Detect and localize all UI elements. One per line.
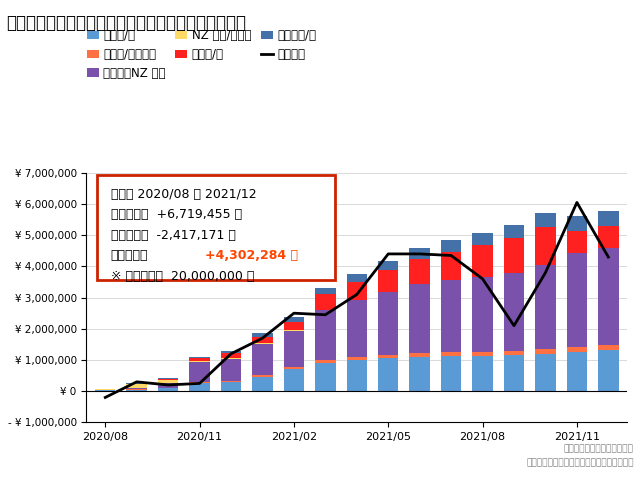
Bar bbox=[158, 383, 179, 388]
Bar bbox=[598, 211, 618, 226]
Text: +4,302,284 円: +4,302,284 円 bbox=[205, 249, 298, 262]
Bar bbox=[221, 351, 241, 353]
Bar bbox=[189, 384, 210, 391]
Bar bbox=[127, 390, 147, 391]
Bar bbox=[504, 273, 524, 351]
Bar bbox=[284, 370, 304, 391]
Bar bbox=[284, 331, 304, 367]
Bar bbox=[347, 274, 367, 282]
Bar bbox=[441, 352, 461, 356]
Bar bbox=[158, 381, 179, 383]
Bar bbox=[598, 345, 618, 350]
Bar bbox=[472, 351, 493, 356]
Bar bbox=[504, 355, 524, 391]
Bar bbox=[378, 292, 399, 355]
Bar bbox=[252, 343, 273, 344]
Bar bbox=[158, 379, 179, 381]
Bar bbox=[566, 253, 587, 347]
Bar bbox=[472, 276, 493, 351]
Bar bbox=[189, 383, 210, 384]
Bar bbox=[158, 378, 179, 379]
Bar bbox=[347, 357, 367, 360]
Bar bbox=[504, 225, 524, 239]
Legend: 米ドル/円, ユーロ/英ポンド, 豪ドル／NZ ドル, NZ ドル/米ドル, 加ドル/円, 英ポンド/円, 合計損益: 米ドル/円, ユーロ/英ポンド, 豪ドル／NZ ドル, NZ ドル/米ドル, 加… bbox=[87, 29, 316, 80]
FancyBboxPatch shape bbox=[97, 175, 335, 280]
Bar bbox=[315, 310, 335, 360]
Bar bbox=[410, 353, 430, 357]
Bar bbox=[252, 375, 273, 377]
Bar bbox=[284, 322, 304, 330]
Bar bbox=[95, 390, 115, 391]
Bar bbox=[378, 261, 399, 270]
Bar bbox=[347, 300, 367, 357]
Bar bbox=[221, 353, 241, 358]
Bar bbox=[566, 216, 587, 231]
Text: 評価損益：  -2,417,171 円: 評価損益： -2,417,171 円 bbox=[111, 228, 236, 242]
Bar bbox=[315, 288, 335, 294]
Bar bbox=[472, 245, 493, 276]
Bar bbox=[441, 356, 461, 391]
Bar bbox=[252, 377, 273, 391]
Bar bbox=[535, 213, 556, 228]
Bar bbox=[566, 231, 587, 253]
Bar bbox=[315, 294, 335, 310]
Bar bbox=[410, 284, 430, 353]
Bar bbox=[252, 344, 273, 375]
Bar bbox=[472, 356, 493, 391]
Bar bbox=[127, 387, 147, 389]
Bar bbox=[535, 228, 556, 265]
Bar bbox=[504, 351, 524, 355]
Bar bbox=[410, 259, 430, 284]
Bar bbox=[252, 333, 273, 337]
Bar bbox=[598, 248, 618, 345]
Text: 期間： 2020/08 ～ 2021/12: 期間： 2020/08 ～ 2021/12 bbox=[111, 188, 257, 201]
Bar bbox=[598, 226, 618, 248]
Bar bbox=[221, 358, 241, 359]
Bar bbox=[378, 359, 399, 391]
Bar bbox=[472, 233, 493, 245]
Bar bbox=[189, 357, 210, 358]
Bar bbox=[410, 248, 430, 259]
Bar bbox=[378, 355, 399, 359]
Bar bbox=[378, 270, 399, 292]
Bar bbox=[441, 252, 461, 280]
Bar bbox=[158, 388, 179, 391]
Bar bbox=[566, 351, 587, 391]
Bar bbox=[221, 359, 241, 381]
Bar bbox=[189, 358, 210, 361]
Text: ナロー戦略の実現損益と合計損益の推移（トラリピ）: ナロー戦略の実現損益と合計損益の推移（トラリピ） bbox=[6, 14, 246, 33]
Text: 実現損益：  +6,719,455 円: 実現損益： +6,719,455 円 bbox=[111, 208, 242, 221]
Bar bbox=[535, 349, 556, 354]
Bar bbox=[347, 360, 367, 391]
Bar bbox=[504, 239, 524, 273]
Bar bbox=[221, 382, 241, 391]
Bar bbox=[441, 240, 461, 252]
Bar bbox=[284, 317, 304, 322]
Text: 合計損益：: 合計損益： bbox=[111, 249, 148, 262]
Bar bbox=[566, 347, 587, 351]
Bar bbox=[127, 384, 147, 387]
Bar bbox=[598, 350, 618, 391]
Text: 実現損益：決済益＋スワップ: 実現損益：決済益＋スワップ bbox=[564, 444, 634, 453]
Bar bbox=[189, 362, 210, 383]
Bar bbox=[535, 354, 556, 391]
Bar bbox=[535, 265, 556, 349]
Bar bbox=[315, 360, 335, 363]
Bar bbox=[441, 280, 461, 352]
Bar bbox=[189, 361, 210, 362]
Text: ※ 投資元本：  20,000,000 円: ※ 投資元本： 20,000,000 円 bbox=[111, 270, 254, 283]
Bar bbox=[221, 381, 241, 382]
Bar bbox=[347, 282, 367, 300]
Bar bbox=[315, 363, 335, 391]
Bar bbox=[284, 330, 304, 331]
Text: 合計損益：ポジションを全決済した時の損益: 合計損益：ポジションを全決済した時の損益 bbox=[526, 458, 634, 468]
Bar bbox=[252, 337, 273, 343]
Bar bbox=[284, 367, 304, 370]
Bar bbox=[410, 357, 430, 391]
